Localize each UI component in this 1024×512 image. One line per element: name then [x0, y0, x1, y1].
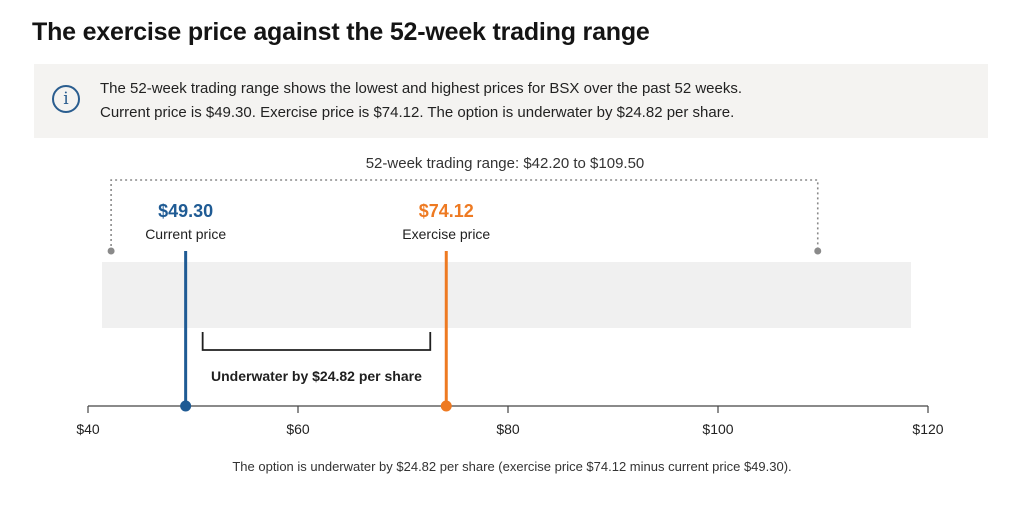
- exercise-price-value: $74.12: [419, 201, 474, 221]
- current-price-label: Current price: [145, 226, 226, 242]
- range-bracket-line: [110, 179, 819, 251]
- current-price-dot: [180, 400, 192, 412]
- info-box: i The 52-week trading range shows the lo…: [34, 64, 988, 138]
- info-icon: i: [52, 85, 80, 113]
- x-tick-label: $60: [286, 421, 310, 437]
- underwater-label: Underwater by $24.82 per share: [211, 368, 422, 384]
- x-tick-label: $100: [702, 421, 733, 437]
- price-markers: $49.30 Current price $74.12 Exercise price: [145, 201, 490, 412]
- exercise-price-label: Exercise price: [402, 226, 490, 242]
- page-title: The exercise price against the 52-week t…: [32, 18, 650, 46]
- underwater-bracket-line: [201, 332, 432, 351]
- range-band: [102, 262, 911, 328]
- range-low-dot: [107, 247, 115, 255]
- footnote: The option is underwater by $24.82 per s…: [232, 459, 792, 474]
- range-high-dot: [814, 247, 822, 255]
- x-tick-label: $80: [496, 421, 520, 437]
- current-price-value: $49.30: [158, 201, 213, 221]
- x-tick-label: $40: [76, 421, 100, 437]
- x-axis-ticks: $40 $60 $80 $100 $120: [76, 406, 944, 437]
- underwater-bracket: [201, 332, 432, 351]
- info-text: The 52-week trading range shows the lowe…: [100, 77, 742, 125]
- range-label: 52-week trading range: $42.20 to $109.50: [366, 155, 645, 172]
- range-bracket: [107, 179, 822, 255]
- info-line-2: Current price is $49.30. Exercise price …: [100, 104, 735, 121]
- info-line-1: The 52-week trading range shows the lowe…: [100, 80, 743, 97]
- x-tick-label: $120: [912, 421, 943, 437]
- exercise-price-dot: [440, 400, 452, 412]
- range-chart: 52-week trading range: $42.20 to $109.50…: [76, 155, 944, 437]
